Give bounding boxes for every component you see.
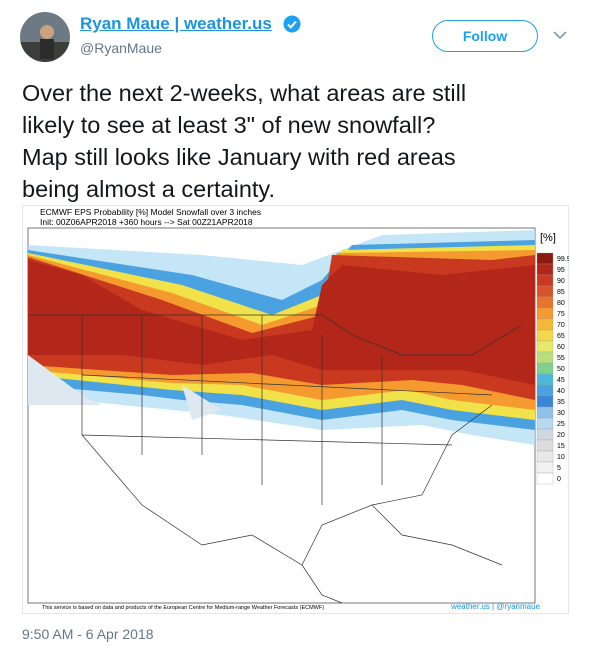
- colorbar-swatch: [536, 417, 554, 430]
- timestamp: 9:50 AM - 6 Apr 2018: [22, 626, 154, 642]
- colorbar-swatch: [536, 351, 554, 364]
- colorbar-swatch: [536, 318, 554, 331]
- avatar[interactable]: [20, 12, 70, 62]
- tweet-text: Over the next 2-weeks, what areas are st…: [22, 80, 467, 106]
- colorbar-label: 65: [557, 333, 565, 340]
- colorbar-swatch: [536, 263, 554, 276]
- colorbar-swatch: [536, 439, 554, 452]
- map-title: Init: 00Z06APR2018 +360 hours --> Sat 00…: [40, 217, 253, 227]
- image-credit: weather.us | @ryanmaue: [450, 602, 540, 611]
- colorbar-label: 40: [557, 388, 565, 395]
- colorbar-swatch: [536, 362, 554, 375]
- tweet-text: being almost a certainty.: [22, 176, 275, 202]
- colorbar-label: 35: [557, 399, 565, 406]
- colorbar-swatch: [536, 296, 554, 309]
- colorbar-swatch: [536, 406, 554, 419]
- colorbar-swatch: [536, 428, 554, 441]
- colorbar: 99.9959085807570656055504540353025201510…: [536, 252, 569, 485]
- colorbar-swatch: [536, 285, 554, 298]
- colorbar-label: 30: [557, 410, 565, 417]
- colorbar-swatch: [536, 307, 554, 320]
- map: [27, 227, 536, 604]
- author-name[interactable]: Ryan Maue | weather.us: [80, 14, 272, 33]
- tweet-text: Map still looks like January with red ar…: [22, 144, 456, 170]
- colorbar-swatch: [536, 450, 554, 463]
- colorbar-label: 60: [557, 344, 565, 351]
- author-handle: @RyanMaue: [80, 40, 162, 56]
- colorbar-swatch: [536, 384, 554, 397]
- colorbar-swatch: [536, 461, 554, 474]
- colorbar-label: 10: [557, 454, 565, 461]
- colorbar-label: 50: [557, 366, 565, 373]
- verified-badge: [283, 15, 301, 33]
- colorbar-label: 15: [557, 443, 565, 450]
- image-footer: This service is based on data and produc…: [42, 605, 324, 611]
- colorbar-swatch: [536, 395, 554, 408]
- colorbar-label: 85: [557, 289, 565, 296]
- colorbar-swatch: [536, 373, 554, 386]
- map-title: ECMWF EPS Probability [%] Model Snowfall…: [40, 207, 261, 217]
- colorbar-label: 99.9: [557, 256, 569, 263]
- follow-button[interactable]: Follow: [432, 20, 538, 52]
- tweet-text: likely to see at least 3" of new snowfal…: [22, 112, 436, 138]
- colorbar-label: 55: [557, 355, 565, 362]
- colorbar-label: 70: [557, 322, 565, 329]
- colorbar-label: 95: [557, 267, 565, 274]
- colorbar-label: 75: [557, 311, 565, 318]
- menu-chevron[interactable]: [553, 30, 567, 40]
- colorbar-swatch: [536, 472, 554, 485]
- colorbar-swatch: [536, 340, 554, 353]
- colorbar-label: 25: [557, 421, 565, 428]
- colorbar-label: 5: [557, 465, 561, 472]
- colorbar-label: 20: [557, 432, 565, 439]
- map-image[interactable]: ECMWF EPS Probability [%] Model Snowfall…: [22, 205, 569, 614]
- colorbar-swatch: [536, 274, 554, 287]
- colorbar-unit: [%]: [540, 232, 556, 244]
- colorbar-label: 45: [557, 377, 565, 384]
- colorbar-label: 80: [557, 300, 565, 307]
- colorbar-swatch: [536, 329, 554, 342]
- colorbar-swatch: [536, 252, 554, 265]
- colorbar-label: 0: [557, 476, 561, 483]
- colorbar-label: 90: [557, 278, 565, 285]
